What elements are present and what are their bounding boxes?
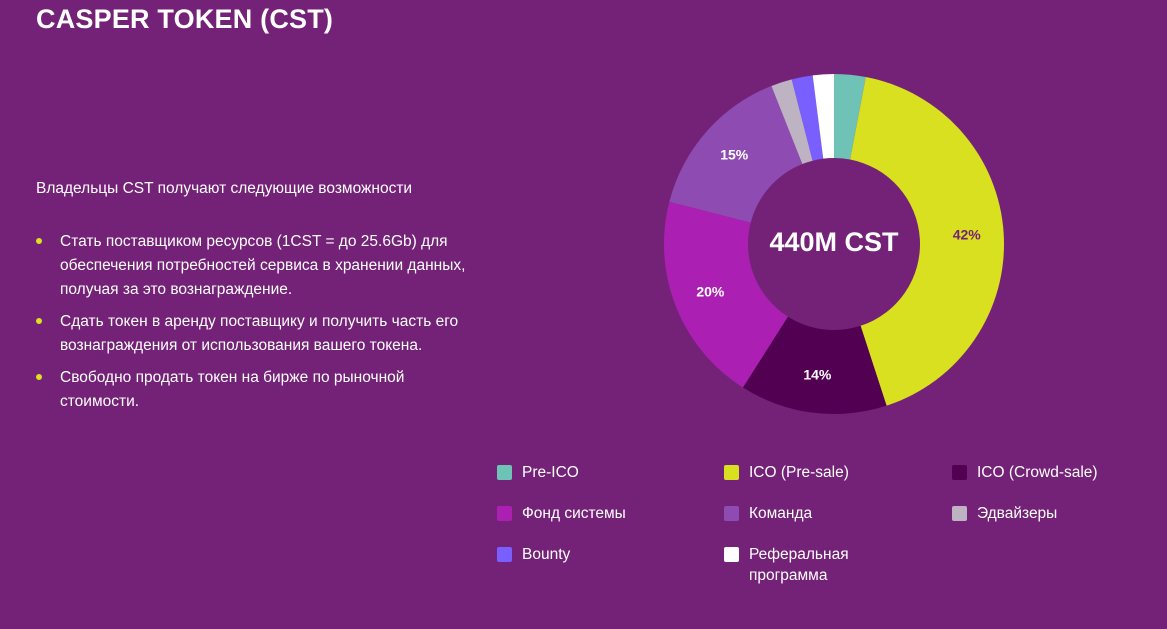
legend-swatch [497, 547, 512, 562]
benefit-item: Сдать токен в аренду поставщику и получи… [36, 310, 486, 358]
chart-slice-data-label: 14% [803, 367, 832, 383]
page-title: CASPER TOKEN (CST) [36, 4, 334, 34]
chart-slice-ico-pre-sale- [850, 77, 1004, 406]
chart-slice-labels: 42% 14% 20% 15% [696, 147, 981, 383]
legend-label: ICO (Crowd-sale) [977, 464, 1098, 481]
legend-label: Pre-ICO [522, 464, 579, 481]
legend-label: Эдвайзеры [977, 505, 1058, 522]
legend-label: ICO (Pre-sale) [749, 464, 849, 481]
legend-label: Реферальная программа [749, 546, 849, 584]
legend-item-advisors: Эдвайзеры [952, 503, 1137, 524]
chart-center-label: 440M CST [769, 227, 899, 257]
chart-slice-фонд-системы [664, 201, 788, 388]
chart-slice-data-label: 42% [953, 226, 982, 242]
legend-label: Команда [749, 505, 813, 522]
legend-label: Фонд системы [522, 505, 626, 522]
legend-item-ico-crowd-sale: ICO (Crowd-sale) [952, 462, 1137, 483]
bullet-dot-icon [36, 238, 42, 244]
bullet-dot-icon [36, 318, 42, 324]
chart-slice-bounty [791, 75, 824, 161]
chart-slice-data-label: 15% [720, 147, 749, 163]
chart-slice-эдвайзеры [771, 79, 813, 165]
legend-swatch [952, 465, 967, 480]
chart-legend: Pre-ICO ICO (Pre-sale) ICO (Crowd-sale) … [497, 462, 1137, 586]
bullet-dot-icon [36, 374, 42, 380]
legend-item-ico-pre-sale: ICO (Pre-sale) [724, 462, 952, 483]
benefits-list: Стать поставщиком ресурсов (1CST = до 25… [36, 230, 486, 422]
chart-slice-data-label: 20% [696, 284, 725, 300]
benefit-item: Стать поставщиком ресурсов (1CST = до 25… [36, 230, 486, 302]
benefit-text: Сдать токен в аренду поставщику и получи… [60, 313, 459, 354]
legend-swatch [497, 465, 512, 480]
chart-slice-pre-ico [834, 74, 866, 160]
chart-slices [664, 74, 1004, 414]
legend-swatch [724, 547, 739, 562]
benefit-text: Свободно продать токен на бирже по рыноч… [60, 369, 405, 410]
benefits-intro: Владельцы CST получают следующие возможн… [36, 180, 413, 197]
legend-label: Bounty [522, 546, 571, 563]
benefit-text: Стать поставщиком ресурсов (1CST = до 25… [60, 233, 466, 298]
chart-slice-реферальная-программа [812, 74, 834, 159]
chart-slice-ico-crowd-sale- [742, 316, 887, 414]
legend-item-team: Команда [724, 503, 952, 524]
token-distribution-donut-chart: 42% 14% 20% 15% 440M CST [664, 74, 1004, 414]
legend-item-pre-ico: Pre-ICO [497, 462, 724, 483]
legend-swatch [497, 506, 512, 521]
legend-swatch [724, 506, 739, 521]
benefit-item: Свободно продать токен на бирже по рыноч… [36, 366, 486, 414]
legend-item-referral: Реферальная программа [724, 544, 952, 586]
legend-swatch [952, 506, 967, 521]
chart-slice-команда [669, 85, 803, 223]
legend-item-bounty: Bounty [497, 544, 724, 586]
legend-item-system-fund: Фонд системы [497, 503, 724, 524]
legend-swatch [724, 465, 739, 480]
